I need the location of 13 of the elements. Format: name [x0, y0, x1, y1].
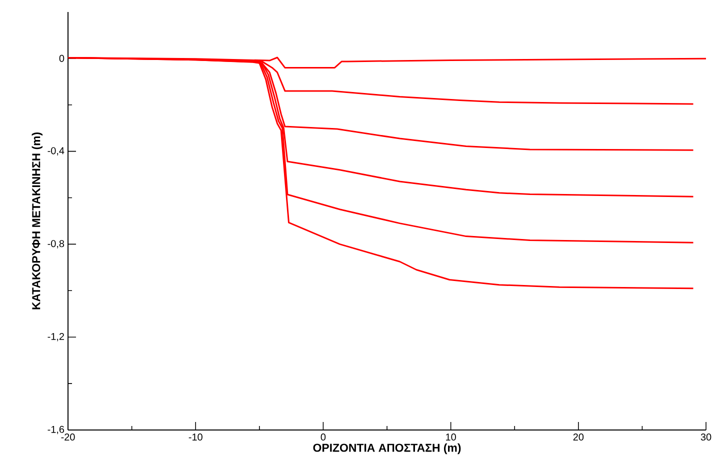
x-tick-label: 0: [320, 434, 326, 441]
y-tick-label: -0,8: [48, 240, 64, 248]
x-axis-title: ΟΡΙΖΟΝΤΙΑ ΑΠΟΣΤΑΣΗ (m): [313, 443, 461, 454]
y-axis-title: ΚΑΤΑΚΟΡΥΦΗ ΜΕΤΑΚΙΝΗΣΗ (m): [32, 132, 42, 310]
y-tick-label: -1,6: [48, 426, 64, 434]
y-tick-label: -1,2: [48, 332, 64, 342]
x-tick-label: 20: [573, 434, 584, 441]
y-tick-label: -0,4: [48, 147, 64, 156]
x-tick-label: 10: [446, 434, 456, 441]
y-tick-label: 0: [59, 54, 64, 62]
x-tick-label: -20: [61, 434, 75, 441]
x-tick-label: 30: [700, 434, 712, 441]
x-tick-label: -10: [188, 434, 202, 441]
